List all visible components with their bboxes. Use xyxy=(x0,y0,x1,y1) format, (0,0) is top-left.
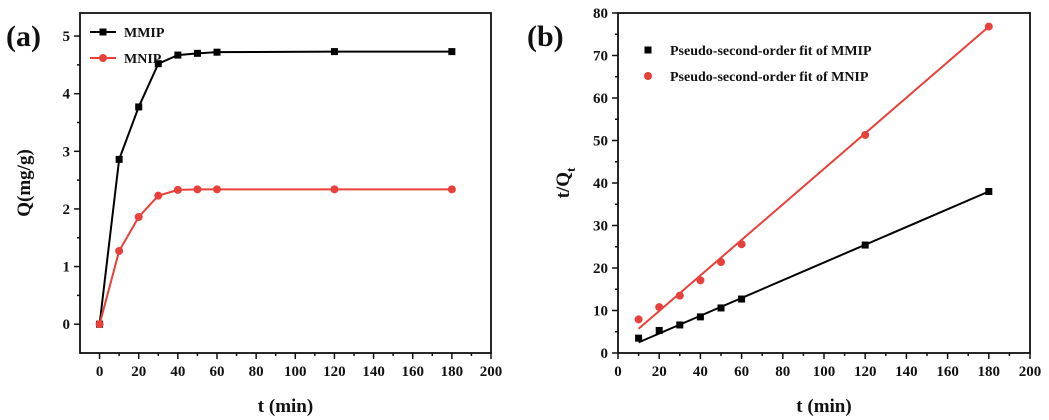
x-tick-label: 180 xyxy=(978,364,1001,380)
x-tick-label: 120 xyxy=(323,364,346,380)
x-tick-label: 80 xyxy=(249,364,264,380)
data-point xyxy=(635,334,643,342)
y-tick-label: 0 xyxy=(601,346,609,362)
x-tick-label: 140 xyxy=(895,364,918,380)
data-point xyxy=(984,22,993,31)
data-point xyxy=(330,185,339,194)
fit-line xyxy=(638,190,990,344)
legend-marker xyxy=(99,28,107,36)
panel-a-plot-frame xyxy=(79,12,492,354)
x-tick-label: 200 xyxy=(480,364,503,380)
data-point xyxy=(135,103,143,111)
data-point xyxy=(330,48,338,56)
series-mnip xyxy=(634,22,993,330)
x-tick-label: 60 xyxy=(210,364,225,380)
series-mnip xyxy=(95,185,456,329)
series-line xyxy=(98,50,452,325)
data-point xyxy=(213,185,221,194)
data-point xyxy=(655,326,663,334)
data-point xyxy=(676,321,684,329)
data-point xyxy=(717,304,725,312)
data-point xyxy=(115,155,123,163)
x-tick-label: 160 xyxy=(401,364,424,380)
data-point xyxy=(447,185,456,194)
y-tick-label: 70 xyxy=(593,49,608,65)
x-tick-label: 140 xyxy=(362,364,385,380)
data-point xyxy=(193,49,201,57)
data-point xyxy=(174,51,182,59)
legend-marker xyxy=(644,46,652,54)
x-axis-title: t (min) xyxy=(796,396,851,417)
y-axis-title-text: Q(mg/g) xyxy=(14,149,35,217)
legend-label: Pseudo-second-order fit of MNIP xyxy=(670,70,869,85)
data-point xyxy=(861,241,869,249)
data-point xyxy=(134,213,143,221)
data-point xyxy=(154,60,162,68)
y-tick-label: 1 xyxy=(63,260,71,276)
y-tick-label: 80 xyxy=(593,6,608,22)
series-mmip xyxy=(635,188,993,344)
panel-b: (b) 0 20 40 60 80 100 120 140 160 180 200 0 10 20 30 40… xyxy=(527,6,1041,417)
data-point xyxy=(213,48,221,56)
series-line xyxy=(98,188,452,325)
x-tick-label: 20 xyxy=(131,364,146,380)
data-point xyxy=(985,188,993,195)
data-point xyxy=(655,303,664,312)
data-point xyxy=(154,191,163,200)
panel-a: (a) 0 20 40 60 80 100 120 140 160 180 200 0 1 2 3 4 5 t (… xyxy=(6,12,503,417)
x-tick-label: 60 xyxy=(734,364,749,380)
y-tick-label: 5 xyxy=(63,29,71,45)
x-tick-label: 120 xyxy=(854,364,877,380)
x-tick-label: 20 xyxy=(652,364,667,380)
data-point xyxy=(193,185,202,194)
data-point xyxy=(115,247,124,255)
data-point xyxy=(717,258,725,267)
data-point xyxy=(696,276,705,285)
y-tick-label: 30 xyxy=(593,219,608,235)
y-tick-label: 4 xyxy=(63,87,71,103)
x-tick-label: 40 xyxy=(693,364,708,380)
y-axis-title: Q(mg/g) xyxy=(14,149,35,217)
x-tick-label: 0 xyxy=(614,364,622,380)
x-tick-label: 160 xyxy=(936,364,959,380)
panel-a-label: (a) xyxy=(6,20,41,53)
series-mmip xyxy=(96,48,456,328)
y-tick-label: 40 xyxy=(593,176,608,192)
legend-label: MNIP xyxy=(124,52,162,67)
y-axis-title-text: t/Q xyxy=(553,172,574,198)
legend-marker xyxy=(99,54,107,62)
data-point xyxy=(173,185,182,194)
legend-label: Pseudo-second-order fit of MMIP xyxy=(670,44,872,59)
data-point xyxy=(448,48,456,56)
y-tick-label: 3 xyxy=(63,144,71,160)
legend-marker xyxy=(644,72,652,80)
panel-b-label: (b) xyxy=(527,20,564,53)
data-point xyxy=(696,313,704,321)
data-point xyxy=(737,240,746,249)
x-tick-label: 180 xyxy=(441,364,464,380)
data-point xyxy=(95,320,104,329)
panel-b-plot-frame xyxy=(617,12,1031,354)
x-tick-label: 200 xyxy=(1019,364,1042,380)
x-tick-label: 100 xyxy=(813,364,836,380)
x-tick-label: 0 xyxy=(96,364,104,380)
data-point xyxy=(675,291,684,300)
legend-label: MMIP xyxy=(124,26,165,41)
y-tick-label: 0 xyxy=(63,317,71,333)
y-tick-label: 60 xyxy=(593,91,608,107)
y-tick-label: 10 xyxy=(593,304,608,320)
data-point xyxy=(738,295,746,303)
y-tick-label: 2 xyxy=(63,202,71,218)
y-axis-title: t/Qt xyxy=(553,167,578,198)
y-tick-label: 50 xyxy=(593,134,608,150)
x-tick-label: 40 xyxy=(170,364,185,380)
x-tick-label: 80 xyxy=(775,364,790,380)
x-tick-label: 100 xyxy=(284,364,307,380)
y-axis-title-subscript: t xyxy=(563,167,578,172)
y-tick-label: 20 xyxy=(593,261,608,277)
x-axis-title: t (min) xyxy=(258,396,313,417)
data-point xyxy=(634,315,643,324)
data-point xyxy=(861,130,870,139)
